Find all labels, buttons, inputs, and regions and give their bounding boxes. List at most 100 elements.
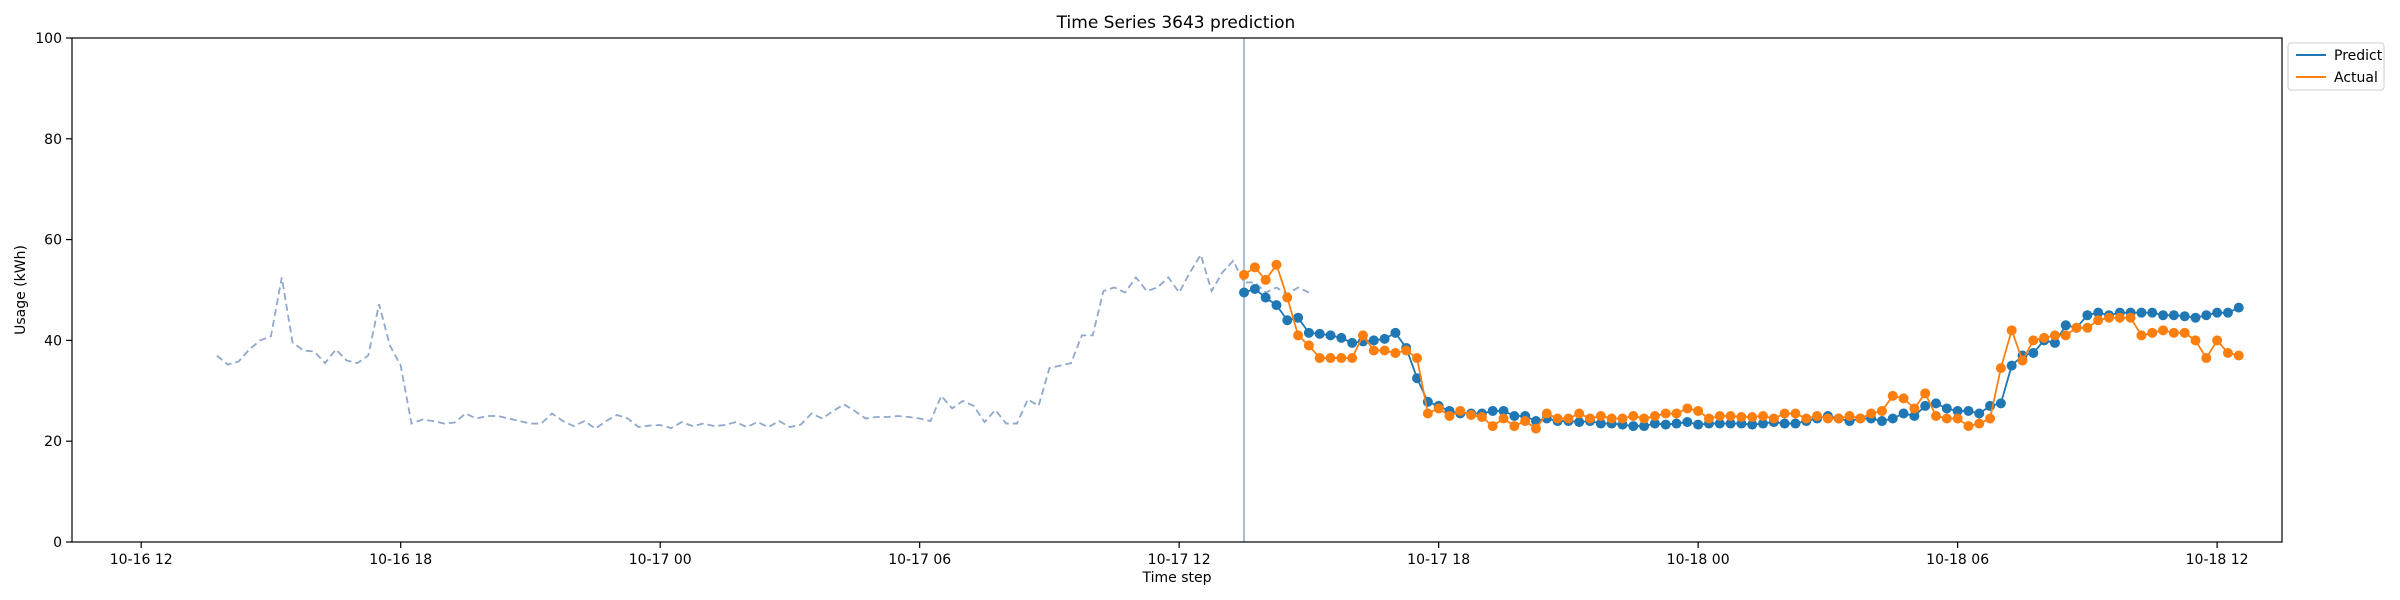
predict-point [1498, 405, 1509, 416]
actual-point [1585, 413, 1596, 424]
actual-point [1357, 330, 1368, 341]
actual-point [2222, 348, 2233, 358]
actual-point [2201, 353, 2212, 364]
actual-point [1595, 411, 1606, 421]
actual-point [2071, 322, 2082, 333]
predict-point [1314, 328, 1325, 339]
y-tick-label: 60 [44, 233, 62, 249]
actual-point [1433, 403, 1444, 414]
actual-point [2147, 327, 2158, 338]
actual-point [1801, 413, 1812, 424]
legend-predict-label: Predict [2334, 48, 2383, 64]
predict-point [1660, 419, 1671, 430]
actual-point [1574, 408, 1585, 419]
y-axis-label: Usage (kWh) [13, 245, 29, 335]
actual-point [2136, 330, 2147, 341]
actual-point [1336, 353, 1347, 364]
predict-point [2168, 310, 2179, 321]
predict-point [1347, 337, 1358, 348]
predict-point [1941, 403, 1952, 414]
actual-point [1963, 421, 1974, 432]
actual-point [1541, 408, 1552, 419]
actual-point [1833, 413, 1844, 424]
predict-point [1714, 418, 1725, 429]
predict-point [1779, 418, 1790, 429]
predict-point [1952, 405, 1963, 416]
actual-point [1779, 408, 1790, 419]
predict-point [1595, 418, 1606, 429]
x-tick-label: 10-17 12 [1148, 552, 1211, 568]
predict-point [1931, 398, 1942, 409]
actual-point [1606, 413, 1617, 424]
y-ticks: 0 20 40 60 80 100 [35, 31, 72, 551]
actual-point [1682, 403, 1693, 414]
predict-point [1920, 400, 1931, 411]
actual-point [2158, 325, 2169, 336]
actual-point [1271, 259, 1282, 270]
predict-point [1974, 408, 1985, 419]
actual-point [1563, 413, 1574, 424]
actual-point [1628, 411, 1639, 421]
plot-area-frame [71, 37, 2283, 543]
actual-point [1703, 413, 1714, 424]
predict-point [1390, 327, 1401, 338]
predict-point [1487, 405, 1498, 416]
actual-point [1303, 340, 1314, 351]
actual-point [1617, 413, 1628, 424]
predict-point [1747, 419, 1758, 430]
predict-point [1876, 416, 1887, 427]
predict-point [1995, 398, 2006, 409]
actual-point [2017, 355, 2028, 366]
actual-point [1747, 412, 1758, 423]
actual-point [1714, 411, 1725, 421]
x-ticks: 10-16 12 10-16 18 10-17 00 10-17 06 10-17 12… [110, 542, 2249, 568]
actual-point [2168, 327, 2179, 338]
predict-point [2006, 360, 2017, 371]
actual-point [1260, 274, 1271, 285]
actual-point [1368, 345, 1379, 356]
predict-point [1325, 330, 1336, 341]
predict-point [2060, 320, 2071, 331]
history-series [216, 252, 1310, 430]
actual-point [1422, 408, 1433, 419]
predict-point [1639, 421, 1650, 432]
predict-point [1671, 418, 1682, 429]
actual-point [1995, 363, 2006, 374]
predict-point [1963, 405, 1974, 416]
predict-point [2233, 302, 2244, 313]
predict-point [1758, 418, 1769, 429]
x-tick-label: 10-16 12 [110, 552, 173, 568]
actual-point [1693, 405, 1704, 416]
predict-point [2190, 312, 2201, 323]
actual-point [1498, 413, 1509, 424]
x-tick-label: 10-18 00 [1667, 552, 1730, 568]
actual-point [1660, 408, 1671, 419]
y-tick-label: 100 [35, 31, 62, 47]
actual-point [2006, 325, 2017, 336]
actual-point [1509, 421, 1520, 432]
actual-point [1812, 411, 1823, 421]
actual-point [1768, 413, 1779, 424]
predict-point [1260, 292, 1271, 303]
predict-point [1693, 419, 1704, 430]
actual-point [1649, 411, 1660, 421]
actual-point [1639, 413, 1650, 424]
actual-point [1931, 411, 1942, 421]
predict-point [2179, 311, 2190, 322]
actual-point [1347, 353, 1358, 364]
actual-point [2082, 322, 2093, 333]
history-line [216, 252, 1310, 430]
predict-point [1628, 421, 1639, 432]
actual-point [1293, 330, 1304, 341]
predict-point [1271, 300, 1282, 311]
actual-point [1466, 409, 1477, 420]
actual-point [1412, 353, 1423, 364]
actual-point [1844, 411, 1855, 421]
predict-point [1239, 287, 1250, 298]
predict-point [2082, 310, 2093, 321]
actual-point [1671, 408, 1682, 419]
predict-point [2093, 307, 2104, 318]
actual-point [2190, 335, 2201, 346]
actual-point [1725, 411, 1736, 421]
